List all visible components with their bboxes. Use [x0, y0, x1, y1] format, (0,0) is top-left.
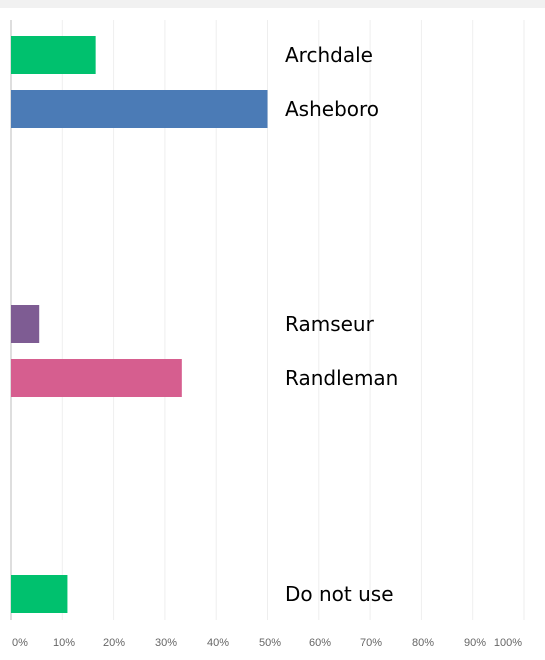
category-label: Asheboro — [285, 97, 379, 121]
x-tick-label: 20% — [103, 637, 125, 649]
x-tick-label: 70% — [360, 637, 382, 649]
x-tick-label: 10% — [53, 637, 75, 649]
x-tick-label: 80% — [412, 637, 434, 649]
x-tick-label: 30% — [155, 637, 177, 649]
category-label: Ramseur — [285, 312, 375, 336]
bars — [11, 36, 268, 613]
category-labels: Archdale Asheboro Ramseur Randleman Do not u… — [285, 43, 398, 606]
category-label: Randleman — [285, 366, 398, 390]
bar-archdale — [11, 36, 96, 74]
x-tick-label: 50% — [259, 637, 281, 649]
x-tick-labels: 0% 10% 20% 30% 40% 50% 60% 70% 80% 90% 100% — [12, 637, 522, 649]
x-tick-label: 90% — [464, 637, 486, 649]
bar-randleman — [11, 359, 182, 397]
category-label: Archdale — [285, 43, 373, 67]
x-tick-label: 0% — [12, 637, 28, 649]
category-label: Do not use — [285, 582, 394, 606]
x-tick-label: 40% — [207, 637, 229, 649]
x-tick-label: 100% — [494, 637, 522, 649]
top-strip — [0, 0, 545, 8]
x-tick-label: 60% — [309, 637, 331, 649]
bar-asheboro — [11, 90, 268, 128]
bar-do-not-use — [11, 575, 68, 613]
bar-ramseur — [11, 305, 40, 343]
